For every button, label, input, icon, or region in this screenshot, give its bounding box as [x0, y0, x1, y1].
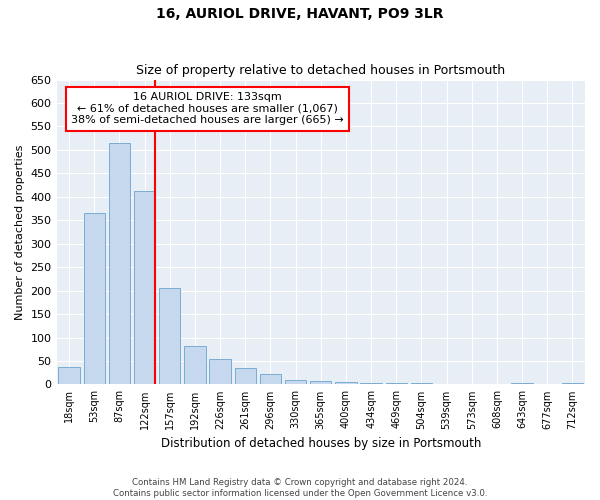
Bar [83, 213, 105, 384]
Bar [134, 190, 155, 384]
Bar [235, 368, 256, 384]
Bar [335, 382, 356, 384]
Bar [361, 382, 382, 384]
Title: Size of property relative to detached houses in Portsmouth: Size of property relative to detached ho… [136, 64, 505, 77]
Text: 16 AURIOL DRIVE: 133sqm
← 61% of detached houses are smaller (1,067)
38% of semi: 16 AURIOL DRIVE: 133sqm ← 61% of detache… [71, 92, 344, 126]
Bar [184, 346, 206, 385]
Bar [285, 380, 307, 384]
Text: Contains HM Land Registry data © Crown copyright and database right 2024.
Contai: Contains HM Land Registry data © Crown c… [113, 478, 487, 498]
Bar [159, 288, 181, 384]
Y-axis label: Number of detached properties: Number of detached properties [15, 144, 25, 320]
Bar [209, 358, 231, 384]
Bar [310, 381, 331, 384]
Bar [109, 143, 130, 384]
Text: 16, AURIOL DRIVE, HAVANT, PO9 3LR: 16, AURIOL DRIVE, HAVANT, PO9 3LR [156, 8, 444, 22]
Bar [260, 374, 281, 384]
Bar [386, 382, 407, 384]
Bar [411, 382, 432, 384]
Bar [511, 382, 533, 384]
Bar [562, 382, 583, 384]
Bar [58, 367, 80, 384]
X-axis label: Distribution of detached houses by size in Portsmouth: Distribution of detached houses by size … [161, 437, 481, 450]
